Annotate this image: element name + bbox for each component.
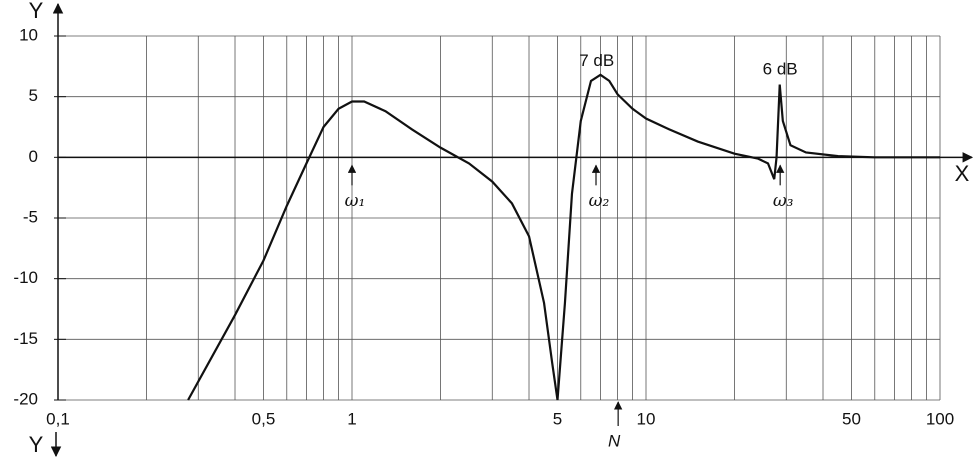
x-axis-label: X [955, 161, 970, 186]
annotation: 7 dB [579, 51, 614, 70]
x-tick-label: 10 [637, 409, 656, 428]
x-tick-label: 50 [842, 409, 861, 428]
x-tick-label: 0,5 [252, 409, 276, 428]
annotation: ω₂ [589, 191, 610, 211]
annotation: 6 dB [763, 59, 798, 78]
y-axis-label: Y [29, 0, 44, 23]
annotation: ω₁ [345, 191, 366, 211]
y-tick-label: 10 [19, 25, 38, 44]
x-tick-label: 0,1 [46, 409, 70, 428]
x-tick-label: 100 [926, 409, 954, 428]
x-tick-label: 5 [553, 409, 562, 428]
y-tick-label: 5 [29, 86, 38, 105]
y-tick-label: -10 [13, 268, 38, 287]
y-tick-label: -20 [13, 389, 38, 408]
line [187, 73, 940, 401]
y-axis-label-bottom: Y [29, 432, 44, 457]
x-tick-label: 1 [347, 409, 356, 428]
y-tick-label: -15 [13, 329, 38, 348]
y-tick-label: 0 [29, 147, 38, 166]
y-tick-label: -5 [23, 207, 38, 226]
annotation: N [608, 431, 621, 450]
annotation: ω₃ [773, 191, 794, 211]
